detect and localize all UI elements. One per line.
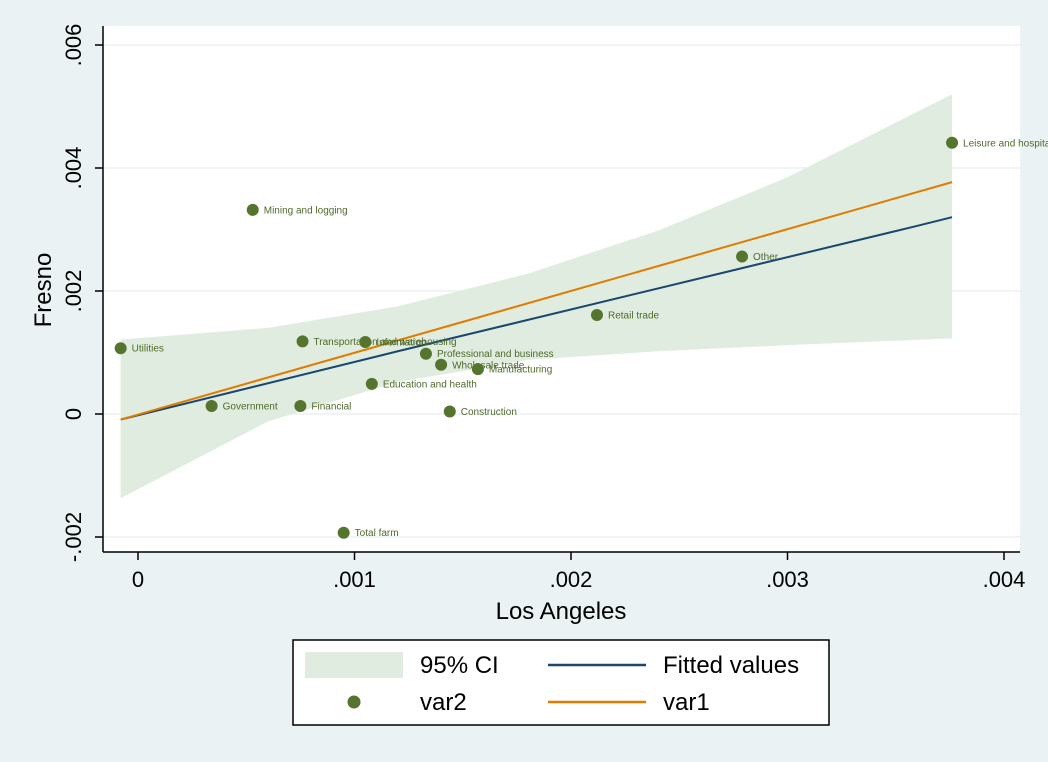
legend-box bbox=[292, 639, 830, 726]
y-tick-label: .004 bbox=[61, 147, 86, 190]
point-label: Other bbox=[753, 252, 779, 263]
x-axis-title: Los Angeles bbox=[496, 598, 627, 625]
legend-label: var1 bbox=[663, 689, 710, 716]
y-tick-label: .006 bbox=[61, 24, 86, 67]
x-tick-label: .004 bbox=[983, 567, 1026, 592]
var1-line bbox=[120, 181, 953, 421]
point-label: Retail trade bbox=[608, 310, 660, 321]
scatter-point bbox=[359, 336, 372, 349]
point-label: Professional and business bbox=[437, 349, 554, 360]
scatter-point bbox=[590, 308, 603, 321]
legend-label: 95% CI bbox=[420, 652, 499, 679]
point-label: Manufacturing bbox=[489, 365, 552, 376]
scatter-point bbox=[365, 377, 378, 390]
legend-swatch-ci bbox=[305, 652, 403, 678]
legend-label: var2 bbox=[420, 689, 467, 716]
point-label: Information bbox=[376, 338, 426, 349]
scatter-point bbox=[337, 526, 350, 539]
scatter-point bbox=[443, 405, 456, 418]
legend: 95% CI Fitted values var2 var1 bbox=[292, 639, 830, 726]
x-tick-label: 0 bbox=[132, 567, 144, 592]
legend-label: Fitted values bbox=[663, 652, 799, 679]
point-label: Utilities bbox=[132, 344, 164, 355]
point-label: Education and health bbox=[383, 379, 477, 390]
scatter-point bbox=[205, 400, 218, 413]
scatter-points: Utilities Mining and logging Government Fin… bbox=[114, 136, 1048, 539]
scatter-point bbox=[419, 347, 432, 360]
axes: 0 .001 .002 .003 .004 -.002 0 .002 .004 .006 bbox=[61, 24, 1025, 592]
legend-swatch-marker bbox=[347, 695, 361, 709]
point-label: Mining and logging bbox=[264, 205, 348, 216]
point-label: Financial bbox=[311, 402, 351, 413]
scatter-point bbox=[471, 363, 484, 376]
scatter-point bbox=[946, 136, 959, 149]
scatter-point bbox=[114, 342, 127, 355]
fitted-values-line bbox=[120, 216, 953, 421]
x-tick-label: .002 bbox=[550, 567, 593, 592]
point-label: Construction bbox=[461, 407, 517, 418]
x-tick-label: .001 bbox=[333, 567, 376, 592]
y-axis-title: Fresno bbox=[30, 253, 57, 328]
scatter-point bbox=[296, 335, 309, 348]
y-tick-label: .002 bbox=[61, 270, 86, 313]
point-label: Wholesale trade bbox=[452, 360, 525, 371]
point-label: Government bbox=[223, 402, 278, 413]
scatter-point bbox=[294, 400, 307, 413]
y-tick-label: 0 bbox=[61, 408, 86, 420]
x-tick-label: .003 bbox=[766, 567, 809, 592]
scatter-point bbox=[435, 358, 448, 371]
point-label: Transportation and warehousing bbox=[314, 337, 457, 348]
ci-band bbox=[120, 94, 953, 499]
scatter-point bbox=[246, 203, 259, 216]
point-label: Leisure and hospitality bbox=[963, 138, 1048, 149]
y-tick-label: -.002 bbox=[61, 512, 86, 562]
point-label: Total farm bbox=[355, 528, 399, 539]
scatter-point bbox=[736, 250, 749, 263]
